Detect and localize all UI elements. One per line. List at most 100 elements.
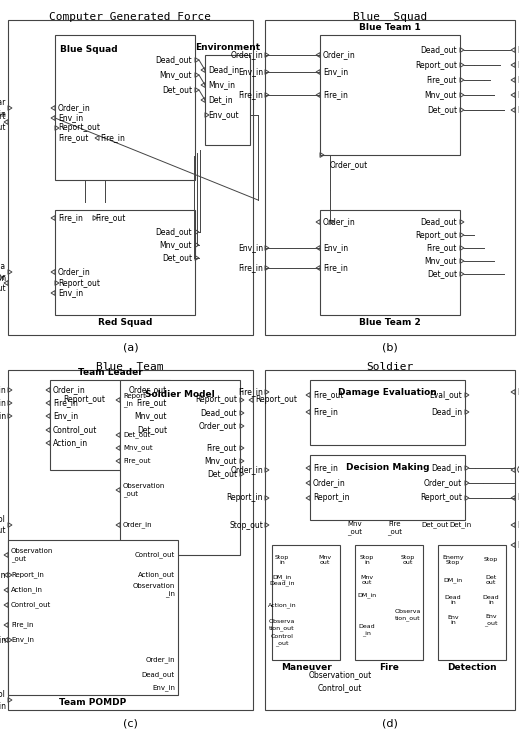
- Text: Det
out: Det out: [485, 575, 497, 586]
- Text: Report
_out: Report _out: [0, 113, 6, 132]
- Text: Red Squad: Red Squad: [98, 318, 152, 327]
- Text: Fire_in: Fire_in: [0, 398, 6, 407]
- Text: Order_in: Order_in: [0, 385, 6, 395]
- Text: Fire_out: Fire_out: [58, 134, 88, 143]
- Text: Damage Evaluation: Damage Evaluation: [338, 388, 437, 397]
- Text: Fire_in: Fire_in: [58, 213, 83, 222]
- Bar: [265, 370, 515, 710]
- Bar: [272, 545, 340, 660]
- Text: Mnv_out: Mnv_out: [123, 444, 153, 451]
- Text: Dead_in: Dead_in: [208, 66, 239, 75]
- Bar: [205, 55, 250, 145]
- Text: Report_in: Report_in: [226, 493, 263, 502]
- Text: DM_in
Dead_in: DM_in Dead_in: [269, 574, 295, 586]
- Bar: [320, 210, 460, 315]
- Text: Fire_out: Fire_out: [123, 458, 151, 464]
- Text: Mnv
out: Mnv out: [319, 555, 332, 565]
- Text: Env_in: Env_in: [323, 243, 348, 252]
- Text: Det_out: Det_out: [421, 522, 448, 529]
- Text: Order_in: Order_in: [323, 50, 356, 59]
- Text: Env_out: Env_out: [208, 110, 239, 119]
- Bar: [310, 380, 465, 445]
- Text: Report_in: Report_in: [0, 570, 6, 580]
- Text: Observation
_out: Observation _out: [123, 483, 166, 497]
- Text: Environment: Environment: [195, 43, 260, 52]
- Text: Report_in: Report_in: [11, 572, 44, 578]
- Text: Report_out: Report_out: [517, 61, 519, 69]
- Text: Control_out: Control_out: [135, 552, 175, 558]
- Text: DM_in: DM_in: [358, 592, 377, 598]
- Text: Det_out: Det_out: [137, 425, 167, 434]
- Text: Decision Making: Decision Making: [346, 463, 429, 472]
- Text: Env_in: Env_in: [238, 67, 263, 77]
- Text: Env_in: Env_in: [152, 685, 175, 692]
- Text: Dead_out: Dead_out: [420, 45, 457, 55]
- Text: Blue  Team: Blue Team: [96, 362, 164, 372]
- Text: Env_in: Env_in: [58, 289, 83, 298]
- Text: DM_in: DM_in: [443, 577, 462, 583]
- Text: Order_in: Order_in: [123, 522, 153, 529]
- Text: Env
_out: Env _out: [484, 614, 498, 626]
- Text: Order_out: Order_out: [129, 385, 167, 395]
- Text: Fire_out: Fire_out: [427, 243, 457, 252]
- Text: Env_in: Env_in: [11, 637, 34, 643]
- Text: Dead_in: Dead_in: [431, 407, 462, 417]
- Text: Fire_in: Fire_in: [238, 263, 263, 273]
- Text: Mnv
_out: Mnv _out: [348, 521, 362, 535]
- Bar: [320, 35, 460, 155]
- Bar: [8, 20, 253, 335]
- Text: Report_out: Report_out: [517, 493, 519, 502]
- Text: Order_in: Order_in: [230, 466, 263, 474]
- Bar: [265, 20, 515, 335]
- Text: Control_out: Control_out: [11, 602, 51, 608]
- Text: Env_in: Env_in: [0, 635, 6, 645]
- Text: Det_in: Det_in: [208, 96, 233, 105]
- Text: Action_in: Action_in: [53, 439, 88, 447]
- Text: Order_in: Order_in: [58, 104, 91, 113]
- Text: Mnv_out: Mnv_out: [204, 456, 237, 466]
- Text: Fire_out: Fire_out: [517, 540, 519, 550]
- Text: Report
_in: Report _in: [123, 393, 146, 407]
- Text: Maneuver: Maneuver: [281, 663, 331, 672]
- Bar: [120, 380, 240, 555]
- Text: Dead
in: Dead in: [445, 594, 461, 605]
- Text: Action_in: Action_in: [11, 586, 43, 594]
- Text: Fire_in: Fire_in: [100, 134, 125, 143]
- Text: Soldier Model: Soldier Model: [145, 390, 215, 399]
- Text: Env
in: Env in: [447, 615, 459, 626]
- Text: Report_in: Report_in: [313, 493, 349, 502]
- Text: Blue Team 1: Blue Team 1: [359, 23, 421, 32]
- Text: Order_out: Order_out: [517, 466, 519, 474]
- Text: Action_out: Action_out: [138, 572, 175, 578]
- Bar: [55, 210, 195, 315]
- Bar: [8, 370, 253, 710]
- Text: Computer Generated Force: Computer Generated Force: [49, 12, 211, 22]
- Text: Soldier: Soldier: [366, 362, 414, 372]
- Text: Fire_out: Fire_out: [517, 75, 519, 85]
- Text: Report_out: Report_out: [420, 493, 462, 502]
- Text: Blue  Squad: Blue Squad: [353, 12, 427, 22]
- Text: Observation
_in: Observation _in: [133, 583, 175, 597]
- Text: Control_out: Control_out: [318, 683, 362, 692]
- Text: Fire_in: Fire_in: [53, 398, 78, 407]
- Text: Observation
_out: Observation _out: [11, 548, 53, 562]
- Text: (b): (b): [382, 343, 398, 353]
- Text: Order_out: Order_out: [199, 422, 237, 431]
- Bar: [55, 35, 195, 180]
- Text: Fire_in: Fire_in: [11, 621, 34, 629]
- Text: Mnv_out: Mnv_out: [425, 257, 457, 265]
- Text: Fire_in: Fire_in: [323, 263, 348, 273]
- Text: Control
_out: Control _out: [0, 515, 6, 534]
- Text: Dead_out: Dead_out: [517, 387, 519, 396]
- Text: Mnv_in: Mnv_in: [208, 80, 235, 89]
- Text: Det_in: Det_in: [449, 522, 471, 529]
- Text: Fire_in: Fire_in: [238, 91, 263, 99]
- Text: Dead_out: Dead_out: [155, 227, 192, 237]
- Text: Det_out: Det_out: [427, 105, 457, 115]
- Text: Report_out: Report_out: [63, 395, 105, 404]
- Text: Dead
_in: Dead _in: [359, 624, 375, 636]
- Text: Mnv_out: Mnv_out: [134, 412, 167, 420]
- Text: Fire_out: Fire_out: [207, 444, 237, 452]
- Text: Observation_out: Observation_out: [308, 670, 372, 680]
- Text: Env_in: Env_in: [53, 412, 78, 420]
